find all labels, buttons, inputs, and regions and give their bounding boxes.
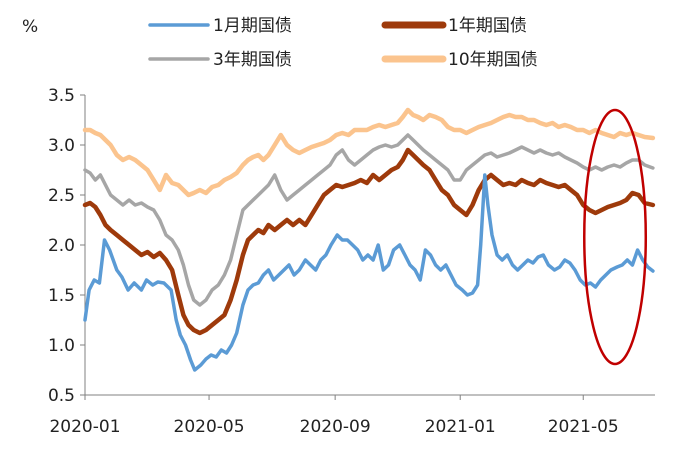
y-tick-label: 1.5 <box>48 286 75 306</box>
x-tick-label: 2021-01 <box>425 417 496 437</box>
legend-label: 1年期国债 <box>448 16 527 36</box>
y-tick-label: 1.0 <box>48 336 75 356</box>
series-line-0 <box>83 173 655 372</box>
x-tick-label: 2021-05 <box>548 417 619 437</box>
legend-label: 10年期国债 <box>448 50 538 70</box>
x-tick-label: 2020-01 <box>49 417 120 437</box>
x-tick-label: 2020-09 <box>300 417 371 437</box>
highlight-ellipse <box>583 108 648 366</box>
legend: 1月期国债 1年期国债 3年期国债 10年期国债 <box>148 16 538 70</box>
legend-label: 3年期国债 <box>213 50 292 70</box>
series-line-3 <box>82 107 656 198</box>
y-unit-label: % <box>22 17 38 37</box>
y-tick-label: 0.5 <box>48 386 75 406</box>
x-tick-label: 2020-05 <box>174 417 245 437</box>
y-tick-label: 3.5 <box>48 86 75 106</box>
series-layer <box>82 107 656 372</box>
y-tick-label: 3.0 <box>48 136 75 156</box>
axes: 0.5 1.0 1.5 2.0 2.5 3.0 3.5 2020-01 2020-05 2020-… <box>48 86 655 437</box>
highlight-layer <box>583 108 648 366</box>
series-line-2 <box>83 133 655 307</box>
legend-label: 1月期国债 <box>213 16 292 36</box>
y-tick-label: 2.0 <box>48 236 75 256</box>
series-line-1 <box>82 147 656 336</box>
y-tick-label: 2.5 <box>48 186 75 206</box>
